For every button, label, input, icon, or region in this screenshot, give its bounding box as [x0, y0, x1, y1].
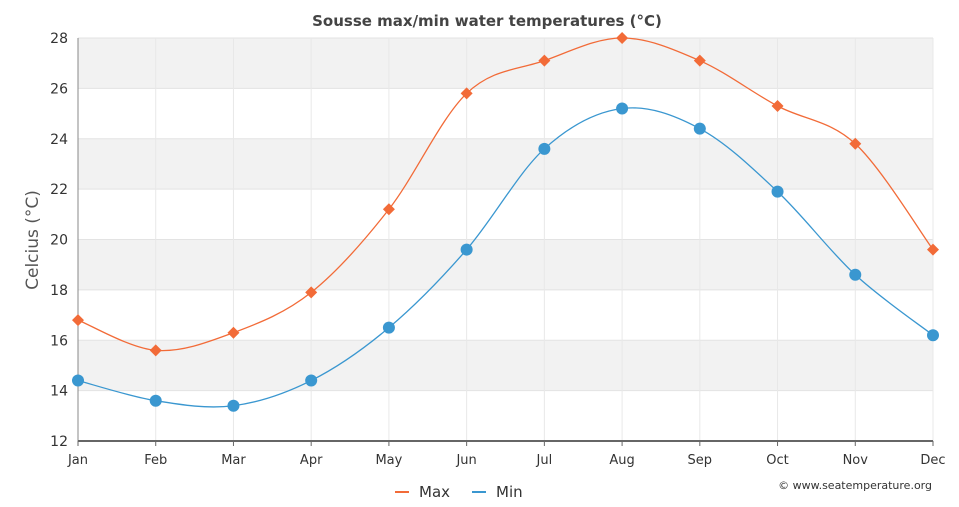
data-point-min: [616, 102, 629, 115]
x-axis-ticks: Jan Feb Mar Apr May Jun Jul Aug Sep Oct Nov Dec: [67, 441, 946, 468]
y-tick-label: 20: [50, 233, 68, 249]
data-point-max: [460, 87, 473, 100]
data-point-min: [227, 399, 240, 412]
y-tick-label: 28: [50, 31, 68, 47]
plot-band: [78, 38, 933, 89]
data-point-min: [927, 329, 939, 342]
x-tick-label: Sep: [688, 453, 713, 468]
plot-band: [78, 340, 933, 391]
x-tick-label: Dec: [920, 453, 945, 468]
x-tick-label: Apr: [300, 453, 323, 468]
y-tick-label: 22: [50, 182, 68, 198]
credit-text: © www.seatemperature.org: [778, 479, 932, 492]
x-tick-label: Jan: [67, 453, 88, 468]
x-tick-label: Oct: [766, 453, 788, 468]
data-point-min: [305, 374, 318, 387]
data-point-max: [538, 54, 551, 67]
plot-band: [78, 239, 933, 290]
y-tick-label: 18: [50, 283, 68, 299]
plot-band: [78, 138, 933, 190]
data-point-min: [460, 243, 473, 256]
y-tick-label: 12: [50, 434, 68, 450]
data-point-max: [927, 243, 939, 256]
data-point-max: [149, 344, 162, 357]
series-min: [72, 102, 939, 412]
series-max: [72, 32, 939, 357]
legend: Max Min: [395, 483, 523, 501]
y-tick-label: 14: [50, 384, 68, 400]
x-tick-label: Mar: [221, 453, 246, 468]
data-point-min: [849, 268, 862, 281]
x-tick-label: Feb: [144, 453, 167, 468]
x-tick-label: Jul: [536, 453, 553, 468]
data-point-max: [771, 100, 784, 113]
legend-label-min: Min: [496, 483, 523, 501]
data-point-max: [616, 32, 629, 44]
series-group: [72, 32, 939, 412]
axes: [77, 38, 933, 442]
y-tick-label: 24: [50, 132, 68, 148]
data-point-max: [693, 54, 706, 67]
x-tick-label: Nov: [843, 453, 869, 468]
y-tick-label: 16: [50, 333, 68, 349]
data-point-min: [72, 374, 84, 387]
x-tick-label: Jun: [455, 453, 476, 468]
data-point-min: [538, 142, 551, 155]
data-point-max: [382, 203, 395, 216]
data-point-min: [693, 122, 706, 135]
chart-title: Sousse max/min water temperatures (°C): [312, 12, 662, 30]
data-point-max: [227, 326, 240, 339]
data-point-min: [771, 185, 784, 198]
x-tick-label: Aug: [609, 453, 634, 468]
data-point-min: [382, 321, 395, 334]
y-axis-label: Celcius (°C): [23, 190, 43, 290]
legend-label-max: Max: [419, 483, 450, 501]
y-tick-label: 26: [50, 81, 68, 97]
data-point-max: [72, 314, 84, 327]
data-point-max: [305, 286, 318, 299]
data-point-min: [149, 394, 162, 407]
data-point-max: [849, 137, 862, 150]
y-axis-ticks: 12 14 16 18 20 22 24 26 28: [50, 31, 68, 450]
x-tick-label: May: [375, 453, 402, 468]
plot-background-bands: [78, 38, 933, 391]
gridlines: [77, 37, 934, 442]
